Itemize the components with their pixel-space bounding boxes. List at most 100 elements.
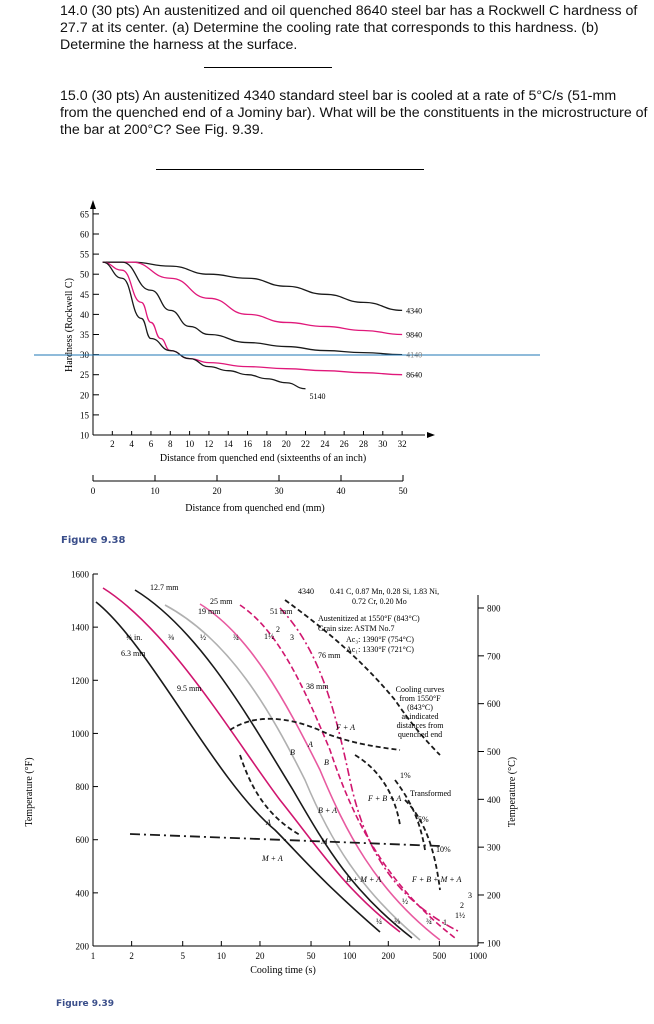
series-line-5140 <box>102 261 306 390</box>
region-label-4: B + A <box>318 806 337 815</box>
distance-mm-5: 9.5 mm <box>177 684 202 693</box>
figure-9-39-caption: Figure 9.39 <box>56 999 114 1009</box>
series-label-9840: 9840 <box>406 331 422 340</box>
composition-line-1: 0.41 C, 0.87 Mn, 0.28 Si, 1.83 Ni, <box>330 587 439 596</box>
region-label-2: F + A <box>335 723 355 732</box>
region-label-5: F + B + A <box>367 794 401 803</box>
y-tick-label: 40 <box>80 310 90 320</box>
y-tick-label-F: 1600 <box>71 570 90 580</box>
y-tick-label: 55 <box>80 250 90 260</box>
pct1 <box>354 754 401 826</box>
cooling-note-2: (843°C) <box>407 703 433 712</box>
region-label-6: M <box>320 837 329 846</box>
x-tick-label-mm: 40 <box>337 486 347 496</box>
bottom-fraction-5: 1½ <box>455 911 465 920</box>
ac3-label: Ac₃: 1390°F (754°C) <box>346 635 414 644</box>
x-tick-label: 2 <box>110 439 115 449</box>
x-axis-label: Cooling time (s) <box>250 965 316 976</box>
ac1-label: Ac₁: 1330°F (721°C) <box>346 645 414 654</box>
distance-mm-2: 19 mm <box>198 607 221 616</box>
y-tick-label: 20 <box>80 390 90 400</box>
x-tick-label: 26 <box>340 439 350 449</box>
pct5 <box>394 779 426 851</box>
grain-size-line: Grain size: ASTM No.7 <box>318 624 394 633</box>
region-label-3: B <box>324 758 329 767</box>
y-tick-labels-fahrenheit: 200 400 600 800 1000 1200 1400 1600 <box>71 570 98 952</box>
x-tick-label: 10 <box>217 951 227 961</box>
y-tick-label-F: 1000 <box>71 729 90 739</box>
bottom-fraction-2: ½ <box>402 897 408 906</box>
x-tick-label-mm: 50 <box>399 486 409 496</box>
y-tick-label: 45 <box>80 290 90 300</box>
cooling-note-4: distances from <box>397 721 445 730</box>
y-tick-label: 10 <box>80 431 90 441</box>
distance-mm-7: 38 mm <box>306 682 329 691</box>
bottom-fraction-6: 2 <box>460 901 464 910</box>
y-tick-label: 25 <box>80 370 90 380</box>
y-tick-label-C: 500 <box>487 747 501 757</box>
percent-label-0: 1% <box>400 771 411 780</box>
series-label-5140: 5140 <box>310 392 326 401</box>
y-tick-label-F: 1400 <box>71 623 90 633</box>
distance-mm-0: 12.7 mm <box>150 583 179 592</box>
y-tick-label: 15 <box>80 410 90 420</box>
y-axis-label: Hardness (Rockwell C) <box>64 278 75 372</box>
bottom-fraction-4: 1 <box>443 918 447 927</box>
transformation-boundaries <box>129 599 441 891</box>
y-axis-label-left: Temperature (°F) <box>24 757 35 826</box>
cooling-curve-6mm <box>95 601 381 933</box>
series-label-4140-overlay: 4140 <box>406 351 422 360</box>
y-tick-label-C: 800 <box>487 604 501 614</box>
distance-mm-3: 51 mm <box>270 607 293 616</box>
bainite-lower <box>239 754 301 836</box>
x-tick-label: 100 <box>343 951 357 961</box>
x-tick-label: 500 <box>433 951 447 961</box>
cooling-curve-76mm <box>279 607 461 933</box>
distance-in-6: 3 <box>290 633 294 642</box>
y-tick-label-F: 200 <box>76 942 90 952</box>
distance-mm-6: 76 mm <box>318 651 341 660</box>
y-tick-label: 50 <box>80 270 90 280</box>
series-label-4340: 4340 <box>406 306 422 315</box>
cooling-curve-12mm <box>134 589 413 939</box>
ferrite-start <box>284 599 441 756</box>
distance-in-1: ⅜ <box>168 633 174 642</box>
series-line-4340 <box>102 261 403 312</box>
y-tick-label-C: 200 <box>487 890 501 900</box>
bottom-fraction-0: ¼ <box>376 917 382 926</box>
bottom-fraction-7: 3 <box>468 891 472 900</box>
x-tick-label: 2 <box>129 951 134 961</box>
y-tick-label: 65 <box>80 209 90 219</box>
cooling-curve-19mm <box>164 604 421 941</box>
cooling-note-0: Cooling curves <box>396 685 445 694</box>
figure-9-38-caption: Figure 9.38 <box>61 535 126 546</box>
y-tick-label-F: 800 <box>76 782 90 792</box>
x-tick-label-mm: 0 <box>91 486 96 496</box>
x-axis-label-mm: Distance from quenched end (mm) <box>185 503 324 514</box>
answer-line-14 <box>204 67 332 68</box>
x-tick-label: 18 <box>262 439 272 449</box>
x-tick-label: 24 <box>320 439 330 449</box>
y-tick-label-C: 600 <box>487 699 501 709</box>
region-label-0: A <box>307 740 313 749</box>
y-tick-label-F: 600 <box>76 835 90 845</box>
steel-label: 4340 <box>298 587 314 596</box>
bottom-fraction-1: ⅜ <box>394 917 400 926</box>
annotations: 4340 0.41 C, 0.87 Mn, 0.28 Si, 1.83 Ni,0.… <box>121 583 472 927</box>
x-tick-label-mm: 20 <box>213 486 223 496</box>
x-tick-label: 12 <box>204 439 213 449</box>
x-tick-label-mm: 30 <box>275 486 285 496</box>
region-label-7: A <box>265 818 271 827</box>
x-tick-label: 1 <box>91 951 96 961</box>
x-tick-label: 10 <box>185 439 195 449</box>
cooling-curves <box>95 587 461 941</box>
region-label-1: B <box>290 748 295 757</box>
x-tick-label: 5 <box>180 951 185 961</box>
x-tick-label: 32 <box>398 439 407 449</box>
martensite-line <box>129 833 441 847</box>
x-tick-labels-sixteenths: 2 4 6 8 10 12 14 16 18 20 22 24 26 28 30 32 <box>110 431 407 449</box>
x-tick-label: 30 <box>378 439 388 449</box>
